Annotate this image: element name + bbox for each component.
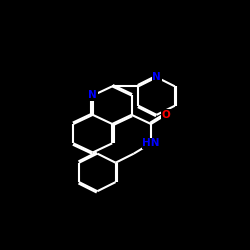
Text: N: N xyxy=(152,72,161,82)
Text: O: O xyxy=(161,110,170,120)
Text: HN: HN xyxy=(142,138,160,148)
Text: N: N xyxy=(88,90,97,101)
